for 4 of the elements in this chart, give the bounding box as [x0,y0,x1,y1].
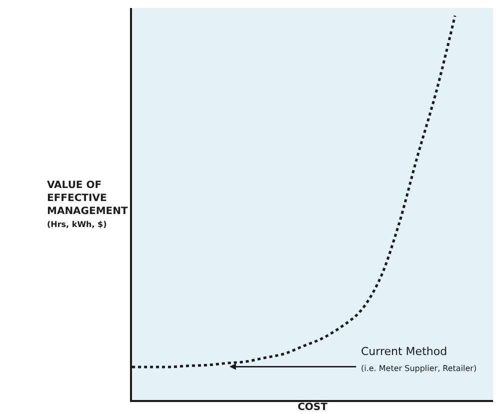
x-axis-title: COST [298,402,328,413]
annotation: (i.e. Meter Supplier, Retailer) [361,364,477,373]
annotation: Current Method [361,345,448,358]
y-axis-title: VALUE OF EFFECTIVE MANAGEMENT (Hrs, kWh, $) [47,180,128,229]
